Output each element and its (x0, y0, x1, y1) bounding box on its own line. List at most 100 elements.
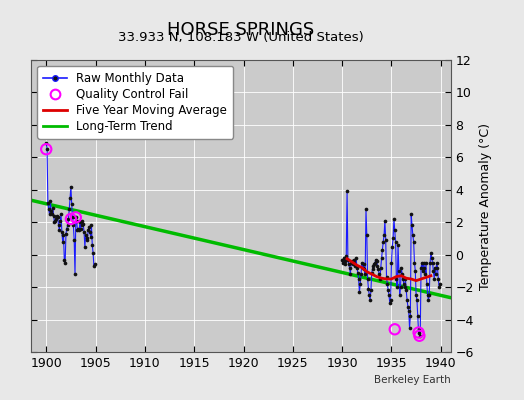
Point (78, 222, 86, 229)
Point (406, 324, 414, 331)
Point (419, 260, 428, 266)
Point (386, 297, 395, 303)
Point (371, 260, 379, 266)
Point (389, 235, 397, 242)
Point (368, 266, 377, 272)
Point (417, 264, 425, 271)
Point (59, 232, 68, 238)
Point (403, 303, 412, 310)
Point (60, 256, 69, 263)
Point (357, 271, 365, 277)
Point (71, 271, 79, 277)
Point (381, 237, 390, 243)
Point (358, 260, 366, 266)
Point (50, 219, 59, 226)
Point (61, 260, 69, 266)
Point (354, 269, 362, 276)
Point (353, 264, 361, 271)
Point (363, 232, 371, 238)
Legend: Raw Monthly Data, Quality Control Fail, Five Year Moving Average, Long-Term Tren: Raw Monthly Data, Quality Control Fail, … (37, 66, 233, 138)
Point (350, 260, 358, 266)
Point (397, 264, 406, 271)
Point (356, 281, 364, 287)
Title: HORSE SPRINGS: HORSE SPRINGS (167, 21, 315, 39)
Point (430, 276, 439, 282)
Point (52, 216, 60, 222)
Point (338, 256, 346, 263)
Point (391, 238, 400, 245)
Point (54, 222, 63, 229)
Point (394, 242, 402, 248)
Point (373, 263, 381, 269)
Point (361, 271, 369, 277)
Point (341, 258, 349, 264)
Point (46, 211, 54, 217)
Point (432, 271, 440, 277)
Point (68, 201, 76, 208)
Point (396, 292, 404, 298)
Point (395, 268, 403, 274)
Point (89, 250, 97, 256)
Point (358, 264, 367, 271)
Point (76, 219, 84, 226)
Point (344, 261, 353, 268)
Point (68, 214, 77, 220)
Point (412, 292, 420, 298)
Point (81, 243, 89, 250)
Point (339, 260, 347, 266)
Point (402, 287, 410, 294)
Point (406, 313, 414, 320)
Point (359, 261, 368, 268)
Point (55, 227, 63, 234)
Point (393, 284, 401, 290)
Point (374, 266, 383, 272)
Point (72, 214, 80, 220)
Point (366, 297, 374, 303)
Point (82, 232, 90, 238)
Point (372, 256, 380, 263)
Point (429, 268, 438, 274)
Point (367, 287, 375, 294)
Text: 33.933 N, 108.183 W (United States): 33.933 N, 108.183 W (United States) (118, 31, 364, 44)
Point (364, 286, 373, 292)
Point (344, 256, 352, 263)
Point (381, 218, 389, 224)
Point (88, 242, 96, 248)
Point (413, 313, 422, 320)
Point (400, 284, 409, 290)
Point (343, 188, 351, 195)
Point (414, 329, 423, 336)
Point (42, 146, 50, 152)
Point (415, 326, 423, 332)
Point (383, 281, 391, 287)
Point (375, 271, 384, 277)
Point (420, 264, 429, 271)
Point (63, 222, 72, 229)
Point (70, 237, 79, 243)
Point (351, 263, 359, 269)
Text: Berkeley Earth: Berkeley Earth (374, 375, 451, 385)
Point (390, 216, 398, 222)
Point (354, 276, 363, 282)
Point (346, 271, 355, 277)
Point (392, 276, 400, 282)
Point (367, 269, 376, 276)
Point (423, 292, 432, 298)
Point (352, 255, 361, 261)
Point (53, 214, 62, 220)
Point (51, 218, 59, 224)
Point (49, 204, 57, 211)
Point (427, 250, 435, 256)
Point (364, 276, 372, 282)
Point (390, 326, 399, 332)
Point (72, 214, 80, 220)
Point (90, 263, 98, 269)
Point (45, 206, 53, 212)
Point (47, 208, 56, 214)
Point (46, 198, 54, 204)
Point (380, 232, 388, 238)
Point (399, 276, 407, 282)
Point (82, 235, 91, 242)
Point (423, 281, 431, 287)
Point (433, 264, 442, 271)
